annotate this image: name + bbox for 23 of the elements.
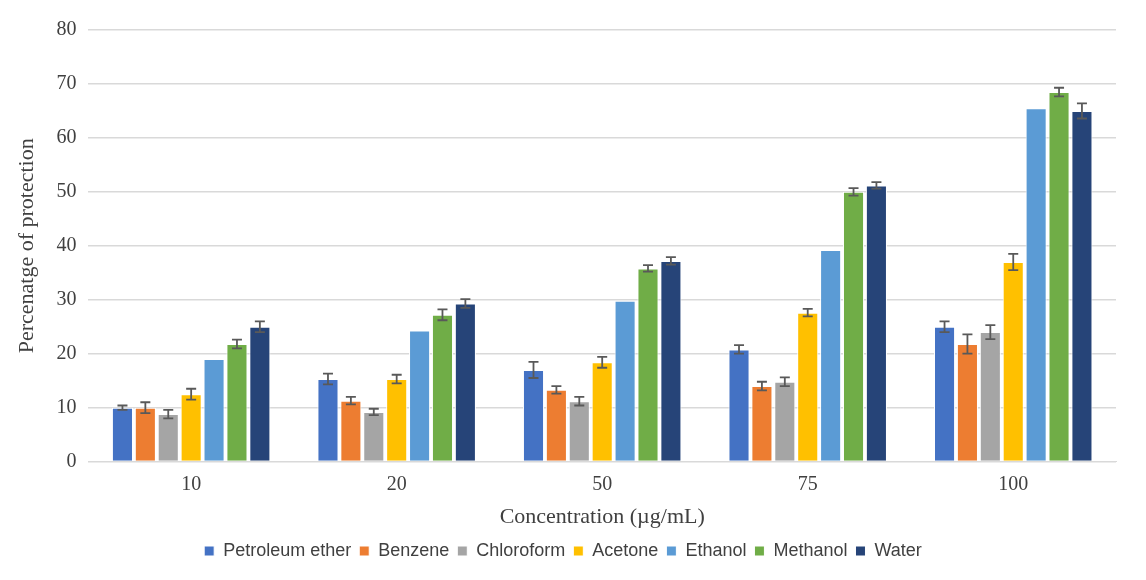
y-tick-label: 80	[56, 17, 77, 40]
legend-label: Water	[874, 539, 922, 560]
y-tick-label: 0	[66, 448, 77, 471]
legend-label: Chloroform	[476, 539, 566, 560]
legend-label: Ethanol	[685, 539, 747, 560]
y-axis-title: Percenatge of protection	[12, 138, 38, 354]
y-tick-label: 30	[56, 287, 77, 309]
y-tick-label: 60	[56, 125, 77, 148]
legend-label: Methanol	[773, 539, 848, 560]
y-tick-label: 10	[56, 394, 77, 417]
x-tick-label: 100	[998, 471, 1029, 494]
legend-label: Petroleum ether	[223, 539, 352, 560]
x-tick-label: 10	[181, 471, 202, 494]
x-tick-label: 50	[592, 471, 613, 494]
y-tick-label: 50	[56, 179, 77, 202]
x-tick-label: 75	[797, 471, 818, 494]
legend-label: Acetone	[592, 539, 659, 560]
legend-label: Benzene	[378, 539, 450, 560]
x-axis-title: Concentration (µg/mL)	[499, 502, 705, 528]
y-tick-label: 20	[56, 340, 77, 363]
y-tick-label: 40	[56, 233, 77, 256]
x-tick-label: 20	[386, 471, 407, 494]
y-tick-label: 70	[56, 71, 77, 94]
